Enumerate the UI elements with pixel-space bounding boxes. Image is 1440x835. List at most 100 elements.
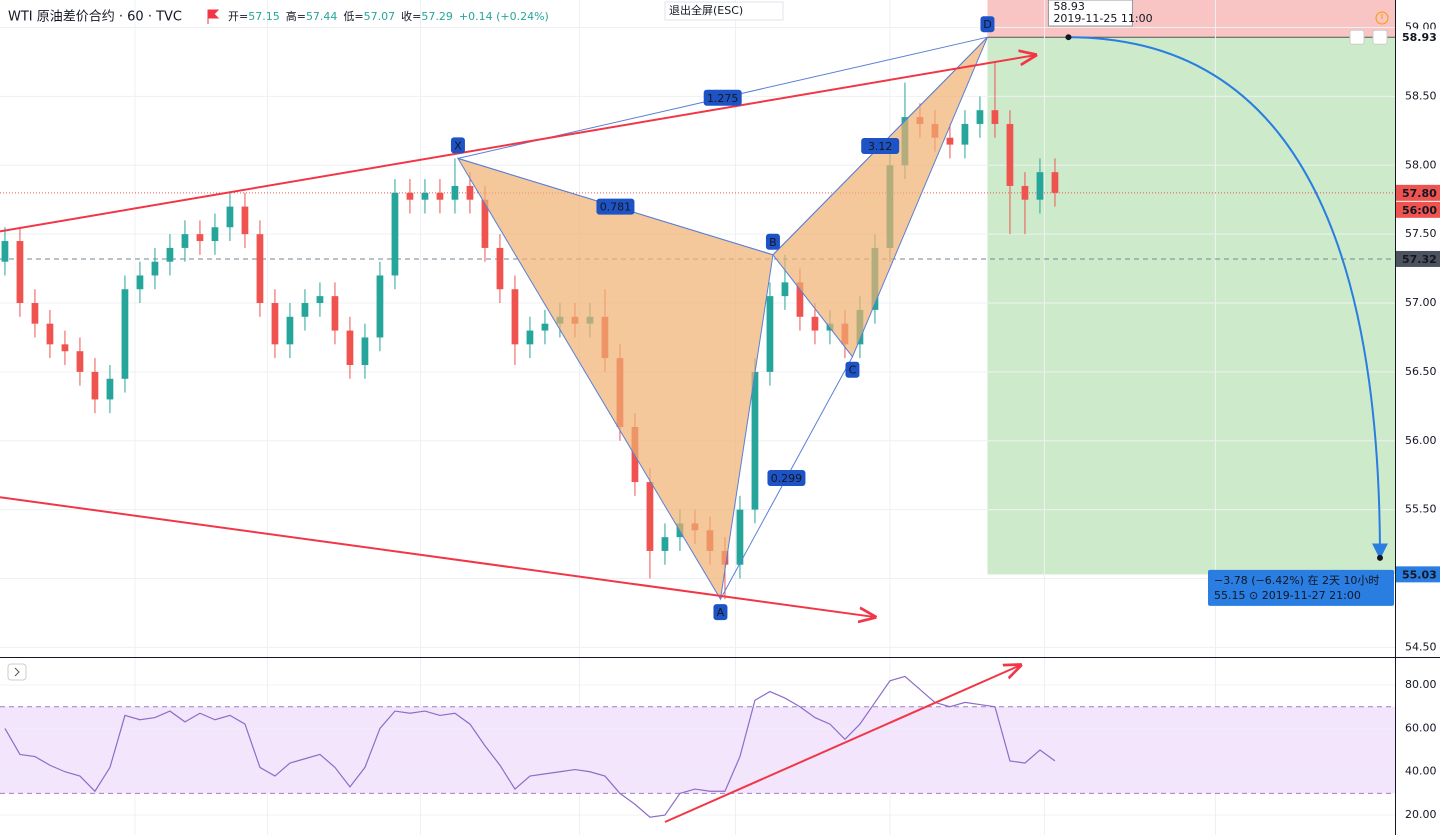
candle-body	[91, 371, 99, 400]
candle-body	[796, 282, 804, 317]
countdown-tag	[1396, 201, 1440, 218]
candle-body	[61, 344, 69, 352]
point-badge	[450, 137, 465, 154]
candle-body	[211, 227, 219, 242]
symbol: WTI 原油差价合约 · 60 · TVC	[8, 10, 182, 25]
candle-body	[1, 241, 9, 262]
point-label: A	[717, 606, 725, 619]
candle-body	[451, 185, 459, 200]
candle-body	[436, 192, 444, 200]
candle-body	[301, 303, 309, 317]
target-tag	[1396, 566, 1440, 583]
y-tick-label: 40.00	[1405, 765, 1437, 778]
tooltip-price: 58.93	[1053, 0, 1085, 13]
candle-body	[406, 192, 414, 200]
collapse-icon	[14, 667, 20, 677]
quote-key: 开=	[228, 10, 248, 23]
candle-body	[196, 234, 204, 242]
candle-body	[226, 206, 234, 228]
y-tick-label: 56.50	[1405, 365, 1437, 378]
exit-button[interactable]	[664, 1, 784, 21]
ratio-label: 3.12	[868, 140, 893, 153]
forecast-sublabel: 55.15 ⊙ 2019-11-27 21:00	[1214, 589, 1361, 602]
candle-body	[1006, 123, 1014, 186]
quote-value: 57.29	[421, 10, 453, 23]
tooltip-box	[1047, 0, 1133, 27]
candle-body	[496, 247, 504, 290]
y-tick-label: 56.00	[1405, 434, 1437, 447]
y-tick-label: 54.50	[1405, 640, 1437, 653]
candle-body	[511, 289, 519, 345]
quote-key: 低=	[343, 10, 363, 23]
crosshair-tag-label: 57.32	[1402, 253, 1437, 266]
quote-value: +0.14 (+0.24%)	[459, 10, 549, 23]
point-label: X	[454, 139, 462, 152]
point-label: B	[769, 236, 777, 249]
candle-body	[1036, 172, 1044, 200]
ratio-badge	[861, 138, 900, 154]
candle-body	[751, 371, 759, 510]
target-zone	[987, 37, 1395, 575]
crosshair-tag	[1396, 250, 1440, 267]
candle-body	[271, 303, 279, 345]
ratio-label: 1.275	[707, 92, 739, 105]
candle-body	[121, 289, 129, 379]
quote: 开=57.15 高=57.44 低=57.07 收=57.29 +0.14 (+0.24…	[228, 9, 549, 23]
candle-body	[391, 192, 399, 276]
rsi-line	[4, 675, 1056, 818]
candle-body	[961, 123, 969, 145]
candle-body	[1021, 185, 1029, 200]
candle-body	[646, 482, 654, 551]
flag-icon[interactable]	[207, 9, 220, 24]
quote-value: 57.44	[306, 10, 338, 23]
candle-body	[241, 206, 249, 235]
candle-body	[76, 351, 84, 372]
candle-body	[181, 234, 189, 248]
quote-key: 收=	[401, 9, 421, 23]
candle-body	[811, 316, 819, 331]
candle-body	[466, 185, 474, 200]
point-badge	[765, 233, 780, 250]
y-tick-label: 57.00	[1405, 296, 1437, 309]
quote-value: 57.07	[364, 10, 396, 23]
ratio-badge	[767, 469, 806, 486]
tooltip-time: 2019-11-25 11:00	[1053, 12, 1152, 25]
candle-body	[976, 110, 984, 124]
candle-body	[16, 241, 24, 304]
candle-body	[541, 323, 549, 331]
y-tick-label: 80.00	[1405, 678, 1437, 691]
candle-body	[256, 234, 264, 304]
candle-body	[421, 192, 429, 200]
y-tick-label: 60.00	[1405, 721, 1437, 734]
ratio-badge	[703, 89, 742, 106]
ratio-badge	[596, 198, 635, 215]
collapse-button[interactable]	[7, 663, 27, 681]
candle-body	[361, 337, 369, 365]
candle-body	[481, 199, 489, 248]
candle-body	[286, 316, 294, 345]
trend-line	[664, 665, 1021, 823]
y-tick-label: 55.50	[1405, 503, 1437, 516]
candle-body	[736, 509, 744, 565]
candle-body	[151, 261, 159, 276]
candle-body	[1051, 172, 1059, 193]
candle-body	[766, 296, 774, 372]
candle-body	[106, 378, 114, 400]
point-label: D	[983, 18, 991, 31]
entry-tag	[1396, 29, 1440, 46]
alert-icon[interactable]	[1375, 11, 1389, 25]
candle-body	[376, 275, 384, 338]
candle-body	[661, 537, 669, 551]
trend-line	[0, 55, 1035, 233]
y-tick-label: 57.50	[1405, 227, 1437, 240]
point-badge	[980, 16, 995, 33]
point-badge	[845, 361, 860, 378]
ratio-label: 0.299	[771, 472, 803, 485]
candle-body	[946, 137, 954, 145]
candle-body	[331, 296, 339, 331]
candle-body	[136, 275, 144, 290]
last-price-tag-label: 57.80	[1402, 187, 1437, 200]
point-badge	[713, 604, 728, 621]
y-tick-label: 20.00	[1405, 808, 1437, 821]
